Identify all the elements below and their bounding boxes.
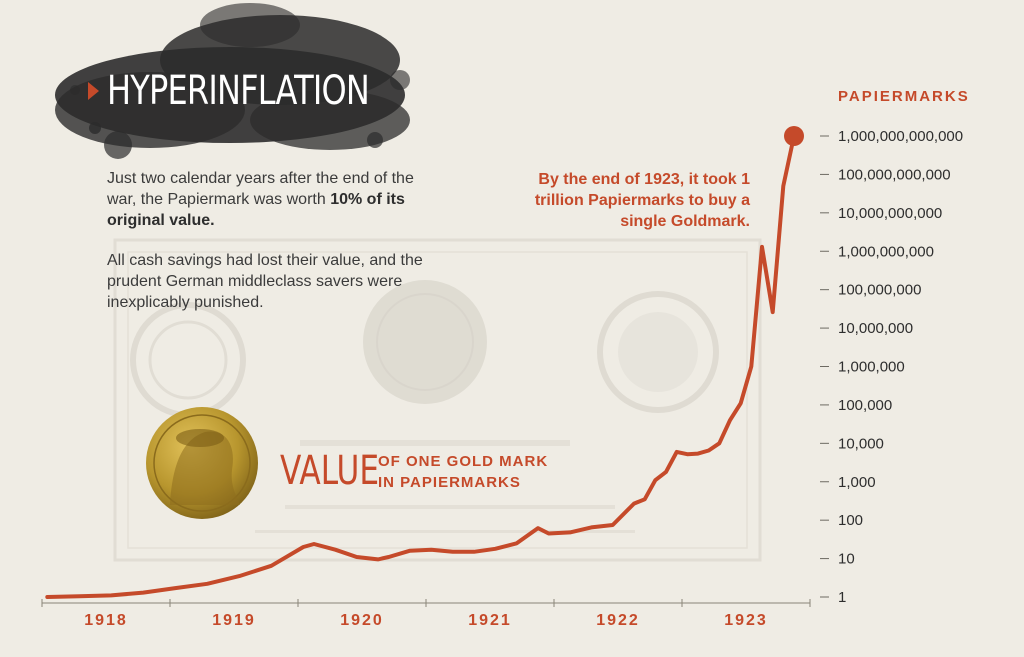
series-end-point [784,126,804,146]
x-tick-label: 1922 [596,612,640,629]
y-tick-label: 10 [838,551,855,568]
y-axis: 1,000,000,000,000 100,000,000,000 10,000,0… [820,128,963,606]
y-tick-label: 100,000 [838,397,892,414]
intro-paragraph-1: Just two calendar years after the end of… [107,168,437,231]
x-tick-label: 1918 [84,612,128,629]
coin-label-line-1: OF ONE GOLD MARK [378,453,549,470]
series-group [45,126,804,599]
x-axis: 1918 1919 1920 1921 1922 1923 [41,599,811,629]
coin-label-value: VALUE [280,448,380,494]
title-block: HYPERINFLATION [88,68,435,114]
intro-p1-text: Just two calendar years after the end of… [107,170,414,208]
coin-label-subtitle: OF ONE GOLD MARK IN PAPIERMARKS [378,451,548,493]
callout-annotation: By the end of 1923, it took 1 trillion P… [534,171,750,230]
x-tick-label: 1920 [340,612,384,629]
x-tick-label: 1919 [212,612,256,629]
intro-text: Just two calendar years after the end of… [107,168,437,332]
gold-coin-image [146,407,258,519]
coin-label-line-2: IN PAPIERMARKS [378,474,521,491]
series-line [45,134,796,599]
intro-paragraph-2: All cash savings had lost their value, a… [107,252,423,311]
x-tick-label: 1923 [724,612,768,629]
y-tick-label: 100,000,000 [838,282,921,299]
y-tick-label: 1,000,000 [838,359,905,376]
y-tick-label: 1,000,000,000 [838,243,934,260]
banknote-watermark [113,238,762,562]
y-tick-label: 1,000,000,000,000 [838,128,963,145]
y-tick-label: 10,000,000,000 [838,205,942,222]
y-tick-label: 1,000 [838,474,876,491]
y-axis-title: PAPIERMARKS [838,88,970,105]
y-tick-label: 100 [838,512,863,529]
y-tick-label: 10,000,000 [838,320,913,337]
ink-splash-decoration [55,3,410,159]
page-title: HYPERINFLATION [107,68,370,114]
y-tick-label: 10,000 [838,435,884,452]
intro-p1-highlight: 10% of its original value. [107,191,405,229]
arrow-icon [88,82,99,100]
x-tick-label: 1921 [468,612,512,629]
y-tick-label: 100,000,000,000 [838,166,951,183]
y-tick-label: 1 [838,589,846,606]
